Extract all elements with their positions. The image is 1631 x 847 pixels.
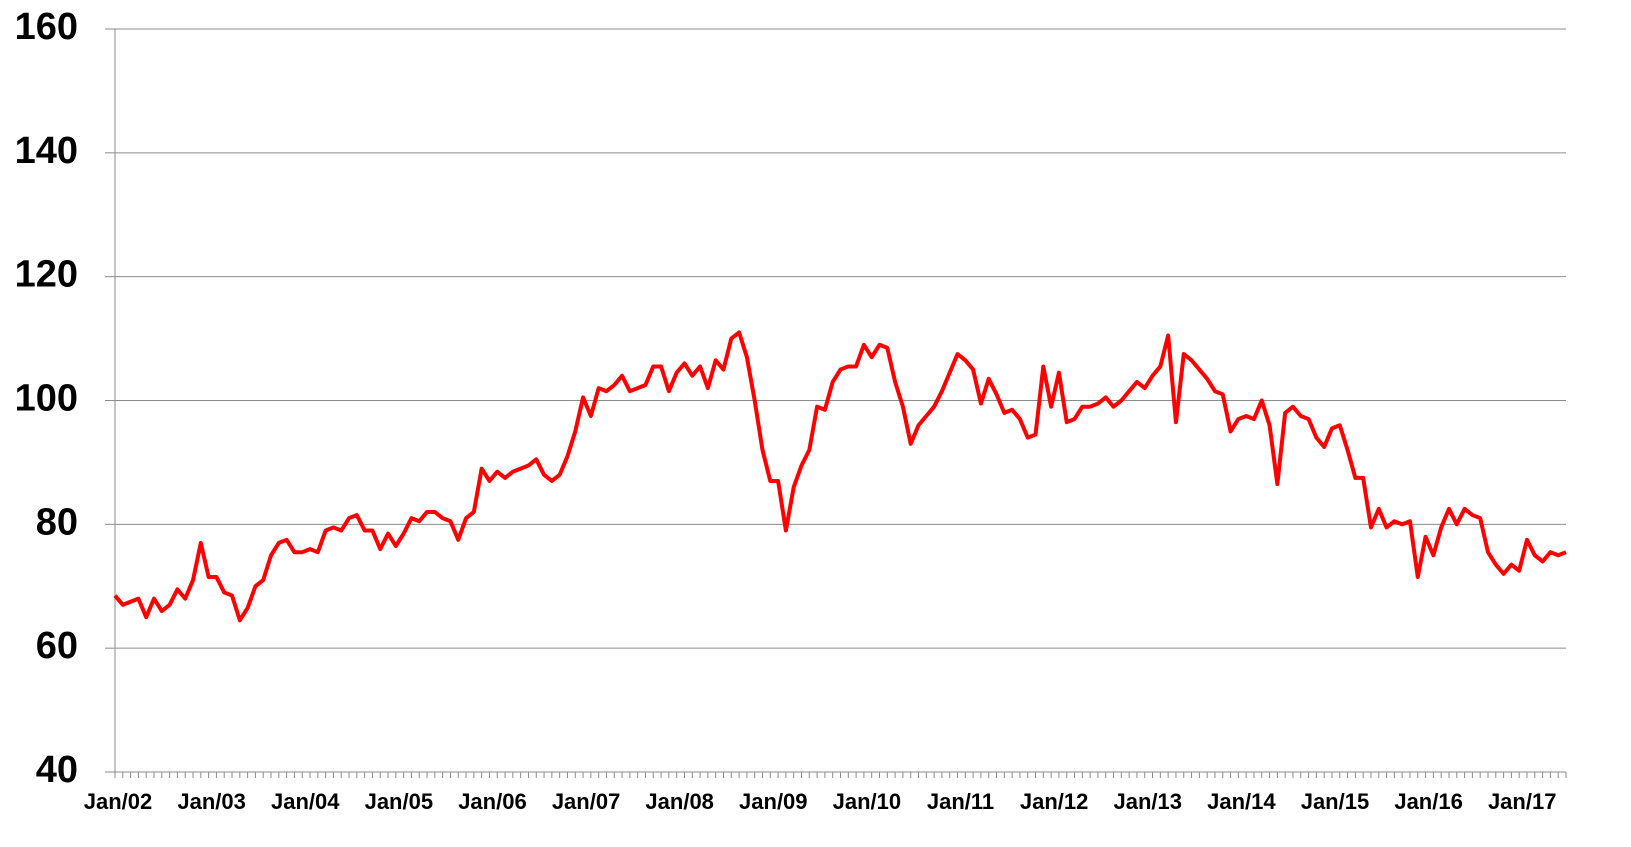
- x-tick-label: Jan/07: [552, 789, 621, 814]
- x-tick-label: Jan/08: [645, 789, 714, 814]
- x-tick-label: Jan/17: [1488, 789, 1557, 814]
- data-line: [113, 330, 1567, 623]
- x-tick-label: Jan/11: [927, 789, 994, 814]
- x-tick-label: Jan/13: [1113, 789, 1182, 814]
- x-tick-label: Jan/04: [271, 789, 340, 814]
- y-tick-label: 100: [15, 378, 78, 420]
- y-tick-label: 80: [36, 501, 78, 543]
- y-tick-label: 120: [15, 254, 78, 296]
- x-tick-label: Jan/15: [1301, 789, 1370, 814]
- x-tick-label: Jan/14: [1207, 789, 1276, 814]
- y-tick-label: 60: [36, 625, 78, 667]
- x-tick-label: Jan/10: [833, 789, 902, 814]
- x-tick-label: Jan/09: [739, 789, 808, 814]
- x-tick-label: Jan/03: [177, 789, 246, 814]
- y-tick-label: 140: [15, 130, 78, 172]
- x-tick-label: Jan/12: [1020, 789, 1089, 814]
- x-tick-label: Jan/06: [458, 789, 527, 814]
- y-tick-label: 160: [15, 6, 78, 48]
- y-tick-label: 40: [36, 749, 78, 791]
- x-tick-label: Jan/02: [84, 789, 153, 814]
- x-tick-label: Jan/16: [1394, 789, 1463, 814]
- x-tick-label: Jan/05: [365, 789, 434, 814]
